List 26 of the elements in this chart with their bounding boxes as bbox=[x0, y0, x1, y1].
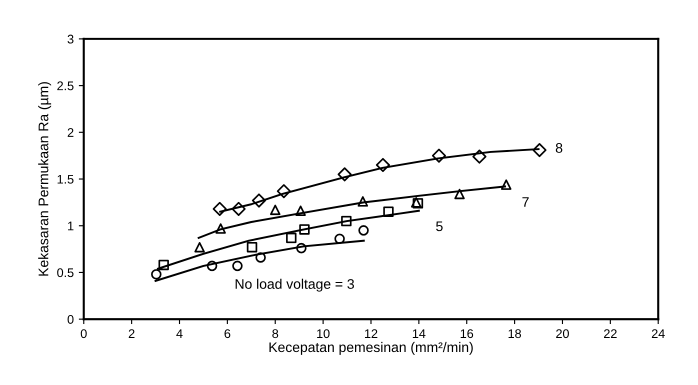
series-label: 5 bbox=[436, 221, 443, 232]
x-tick-label: 24 bbox=[652, 329, 665, 338]
y-tick-label: 0 bbox=[68, 314, 74, 324]
x-tick-label: 0 bbox=[80, 329, 87, 338]
y-tick-label: 2 bbox=[68, 128, 74, 137]
y-tick-label: 1 bbox=[68, 222, 74, 230]
y-tick-label: 0.5 bbox=[57, 268, 74, 278]
y-tick-label: 3 bbox=[68, 34, 74, 44]
x-tick-label: 6 bbox=[224, 329, 230, 338]
series-label: 8 bbox=[556, 143, 562, 153]
x-tick-label: 16 bbox=[460, 329, 474, 338]
x-tick-label: 18 bbox=[508, 329, 522, 338]
x-tick-label: 20 bbox=[556, 329, 569, 338]
x-tick-label: 8 bbox=[272, 329, 278, 338]
x-tick-label: 22 bbox=[604, 329, 617, 338]
y-tick-label: 1.5 bbox=[58, 174, 74, 184]
x-tick-label: 10 bbox=[317, 329, 330, 338]
x-axis-title: Kecepatan pemesinan (mm²/min) bbox=[269, 342, 473, 355]
y-tick-label: 2.5 bbox=[57, 81, 74, 90]
x-tick-label: 14 bbox=[412, 329, 426, 338]
series-label: No load voltage = 3 bbox=[236, 278, 354, 292]
x-tick-label: 4 bbox=[176, 329, 183, 338]
series-label: 7 bbox=[522, 197, 529, 207]
y-axis-title: Kekasaran Permukaan Ra (µm) bbox=[38, 82, 52, 276]
x-tick-label: 12 bbox=[364, 329, 378, 338]
x-tick-label: 2 bbox=[128, 329, 134, 338]
